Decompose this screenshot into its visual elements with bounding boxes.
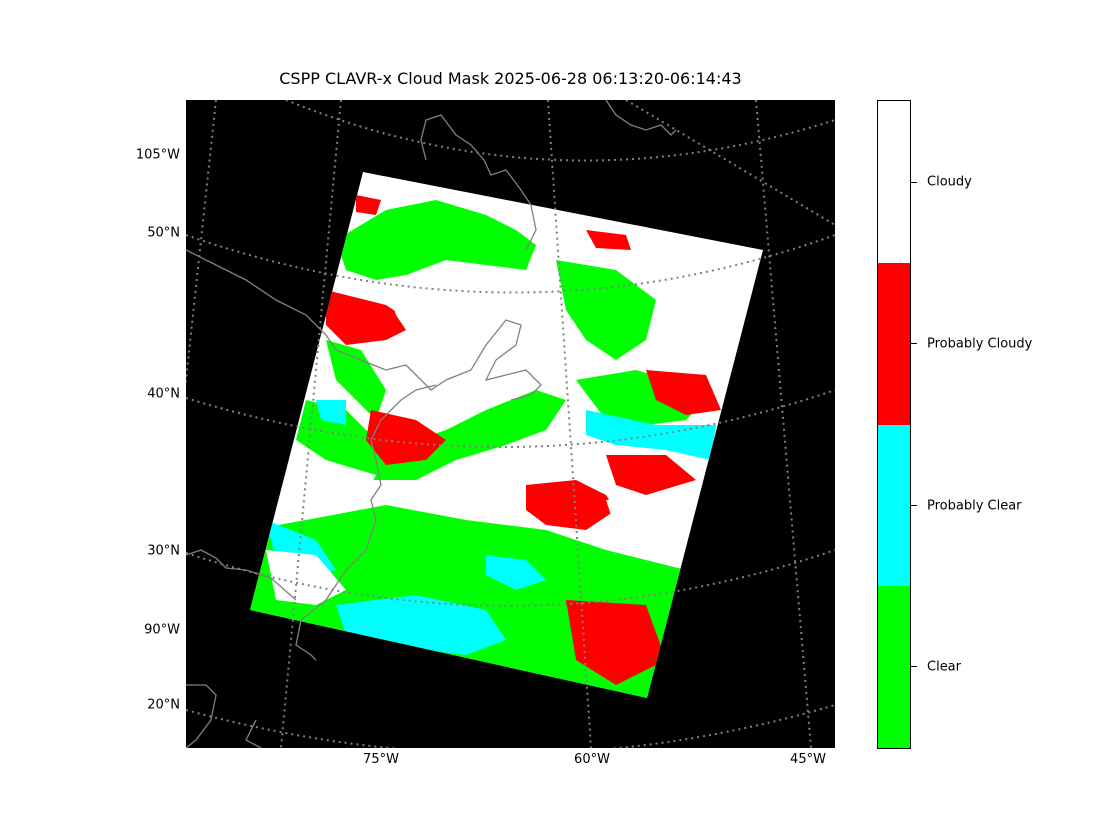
colorbar	[877, 100, 911, 749]
graticule	[186, 100, 835, 748]
coastline	[335, 319, 542, 401]
lon-label: 45°W	[790, 752, 826, 767]
meridian-line	[186, 100, 217, 390]
parallel-line	[186, 549, 835, 607]
colorbar-segment-probably-cloudy	[878, 263, 910, 425]
colorbar-tick	[910, 343, 917, 344]
lat-label: 90°W	[144, 622, 180, 638]
colorbar-segment-cloudy	[878, 101, 910, 263]
coastline	[295, 384, 437, 661]
parallel-line	[186, 389, 835, 448]
colorbar-label-cloudy: Cloudy	[927, 174, 972, 190]
lat-label: 30°N	[147, 543, 180, 559]
coastlines	[186, 100, 677, 748]
parallel-line	[186, 234, 835, 294]
colorbar-segment-probably-clear	[878, 425, 910, 586]
probably-cloudy-region	[366, 410, 446, 465]
probably-cloudy-region	[586, 230, 631, 250]
lat-label: 40°N	[147, 386, 180, 402]
probably-clear-region	[486, 555, 546, 590]
parallel-line	[186, 704, 835, 748]
colorbar-segment-clear	[878, 586, 910, 748]
lat-label: 50°N	[147, 225, 180, 241]
colorbar-label-clear: Clear	[927, 659, 961, 675]
colorbar-label-probably-clear: Probably Clear	[927, 498, 1022, 514]
probably-cloudy-region	[566, 600, 666, 685]
probably-clear-region	[316, 400, 346, 425]
probably-cloudy-region	[356, 195, 381, 215]
probably-clear-region	[586, 410, 716, 460]
cloudy-region	[386, 285, 576, 385]
lat-label: 105°W	[135, 147, 180, 163]
probably-clear-region	[656, 645, 686, 675]
map-canvas	[186, 100, 835, 748]
lat-label: 20°N	[147, 697, 180, 713]
probably-cloudy-region	[326, 290, 416, 345]
probably-cloudy-region	[646, 370, 721, 415]
coastline	[186, 249, 337, 351]
coastline	[186, 549, 297, 601]
probably-cloudy-region	[606, 455, 696, 495]
coastline	[420, 114, 537, 251]
colorbar-tick	[910, 505, 917, 506]
colorbar-label-probably-cloudy: Probably Cloudy	[927, 336, 1033, 352]
meridian-line	[625, 100, 835, 226]
lon-label: 60°W	[574, 752, 610, 767]
meridian-line	[547, 100, 592, 748]
clear-region	[336, 200, 536, 280]
figure-title: CSPP CLAVR-x Cloud Mask 2025-06-28 06:13…	[279, 69, 742, 88]
colorbar-tick	[910, 666, 917, 667]
meridian-line	[280, 100, 342, 748]
probably-cloudy-region	[526, 480, 616, 530]
lon-label: 75°W	[363, 752, 399, 767]
coastline	[186, 684, 217, 748]
cloudy-region	[326, 460, 376, 495]
colorbar-tick	[910, 182, 917, 183]
parallel-line	[285, 100, 835, 162]
cloudy-region	[606, 495, 686, 540]
coastline	[605, 100, 677, 136]
coastline	[245, 719, 262, 748]
clear-region	[326, 340, 386, 420]
meridian-line	[755, 100, 812, 748]
cloudy-region	[616, 250, 763, 320]
map-panel	[186, 100, 835, 748]
